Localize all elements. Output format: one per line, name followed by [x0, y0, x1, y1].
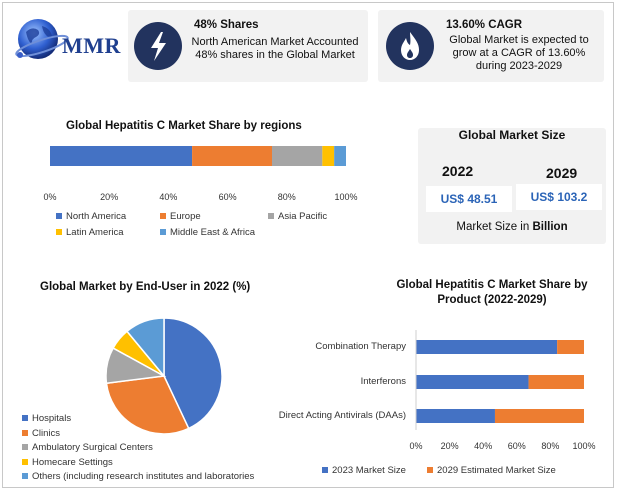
flame-icon — [386, 22, 434, 70]
market-size-caption: Market Size in Billion — [418, 221, 606, 233]
market-size-title: Global Market Size — [458, 128, 566, 142]
product-legend-item: 2023 Market Size — [322, 465, 406, 476]
market-size-caption-unit: Billion — [532, 221, 568, 233]
pie-slice — [125, 317, 165, 379]
regions-chart-title: Global Hepatitis C Market Share by regio… — [66, 120, 302, 132]
regions-tick-label: 60% — [218, 192, 237, 202]
legend-label: Ambulatory Surgical Centers — [32, 442, 153, 453]
regions-tick-label: 80% — [277, 192, 296, 202]
market-size-caption-prefix: Market Size in — [456, 221, 533, 233]
product-tick-label: 20% — [440, 441, 459, 451]
legend-label: Asia Pacific — [278, 211, 328, 222]
regions-legend-item: Middle East & Africa — [160, 227, 255, 238]
cagr-card-title: 13.60% CAGR — [446, 19, 523, 31]
product-chart-title: Global Hepatitis C Market Share by Produ… — [396, 279, 588, 306]
legend-swatch — [56, 213, 62, 220]
product-bar-segment — [494, 409, 584, 423]
regions-bar-segment — [272, 146, 323, 166]
regions-legend-item: Asia Pacific — [268, 211, 327, 222]
pie-slice — [105, 375, 190, 435]
product-tick-label: 40% — [474, 441, 493, 451]
regions-legend-item: North America — [56, 211, 126, 222]
regions-bar-segment — [50, 146, 193, 166]
product-bar-segment — [557, 340, 584, 354]
product-legend-item: 2029 Estimated Market Size — [427, 465, 556, 476]
product-category-label: Direct Acting Antivirals (DAAs) — [278, 410, 406, 421]
brand-name: MMR — [62, 33, 121, 58]
regions-tick-label: 0% — [43, 192, 57, 202]
product-tick-label: 60% — [507, 441, 526, 451]
regions-bar-segment — [322, 146, 335, 166]
legend-label: 2023 Market Size — [332, 465, 406, 476]
legend-label: 2029 Estimated Market Size — [437, 465, 556, 476]
end-user-legend-item: Hospitals — [22, 413, 71, 424]
regions-legend-item: Latin America — [56, 227, 124, 238]
lightning-icon — [134, 22, 182, 70]
product-category-label: Combination Therapy — [315, 341, 406, 352]
legend-label: Others (including research institutes an… — [32, 471, 255, 482]
cagr-card: 13.60% CAGR Global Market is expected to… — [378, 10, 604, 82]
shares-card-text: North American Market Accounted 48% shar… — [191, 36, 359, 61]
end-user-legend-item: Ambulatory Surgical Centers — [22, 442, 153, 453]
legend-label: Hospitals — [32, 413, 72, 424]
legend-swatch — [160, 213, 166, 220]
legend-label: Clinics — [32, 427, 60, 439]
regions-bar-segment — [334, 146, 346, 166]
product-tick-label: 100% — [572, 441, 596, 451]
legend-swatch — [427, 467, 433, 474]
legend-swatch — [22, 458, 28, 465]
market-size-2029-value: US$ 103.2 — [516, 184, 602, 210]
regions-tick-label: 40% — [159, 192, 178, 202]
legend-label: North America — [66, 211, 127, 222]
regions-legend-item: Europe — [160, 211, 201, 222]
product-bar-segment — [416, 375, 529, 389]
product-bar-segment — [416, 340, 558, 354]
year-2029: 2029 — [546, 165, 578, 181]
year-2022: 2022 — [442, 163, 474, 179]
regions-bar-segment — [192, 146, 272, 166]
legend-swatch — [22, 473, 28, 480]
shares-card: 48% Shares North American Market Account… — [128, 10, 368, 82]
market-size-card: Global Market Size 2022 2029 US$ 48.51 U… — [418, 128, 606, 244]
regions-tick-label: 20% — [100, 192, 119, 202]
product-bar-segment — [416, 409, 495, 423]
pie-slice — [163, 317, 223, 430]
globe-logo-icon — [15, 19, 69, 59]
product-category-label: Interferons — [360, 376, 406, 387]
product-bar-segment — [528, 375, 584, 389]
cagr-card-text: Global Market is expected to grow at a C… — [449, 34, 589, 72]
product-tick-label: 0% — [409, 441, 423, 451]
product-tick-label: 80% — [541, 441, 560, 451]
legend-swatch — [22, 444, 28, 451]
end-user-legend-item: Homecare Settings — [22, 457, 113, 468]
legend-swatch — [160, 229, 166, 236]
legend-label: Latin America — [66, 227, 124, 238]
legend-label: Middle East & Africa — [170, 227, 256, 238]
shares-card-title: 48% Shares — [194, 19, 259, 31]
end-user-legend-item: Others (including research institutes an… — [22, 471, 254, 482]
legend-swatch — [56, 229, 62, 236]
legend-label: Homecare Settings — [32, 456, 113, 468]
market-size-2022-value: US$ 48.51 — [426, 186, 512, 212]
end-user-legend-item: Clinics — [22, 428, 60, 439]
legend-swatch — [268, 213, 274, 220]
legend-swatch — [322, 467, 328, 474]
end-user-chart-title: Global Market by End-User in 2022 (%) — [40, 281, 251, 293]
legend-swatch — [22, 429, 28, 436]
legend-label: Europe — [170, 211, 201, 222]
regions-tick-label: 100% — [334, 192, 358, 202]
legend-swatch — [22, 415, 28, 422]
